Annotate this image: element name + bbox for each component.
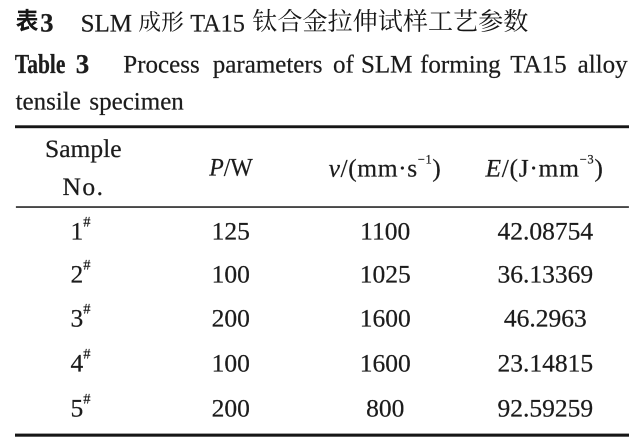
svg-text:100: 100 [212,349,250,378]
svg-text:200: 200 [212,304,250,333]
svg-text:Sample: Sample [45,134,122,163]
svg-text:TA15: TA15 [510,51,566,78]
svg-text:1025: 1025 [360,260,411,289]
svg-text:parameters: parameters [213,51,323,78]
svg-text:No.: No. [62,172,104,201]
svg-text:TA15: TA15 [190,10,245,37]
svg-text:tensile: tensile [16,88,81,115]
svg-text:specimen: specimen [89,88,184,115]
svg-text:SLM: SLM [361,51,412,78]
svg-text:23.14815: 23.14815 [497,349,593,378]
svg-text:46.2963: 46.2963 [504,304,587,333]
svg-text:1600: 1600 [360,304,411,333]
svg-text:Process: Process [123,51,199,78]
svg-text:92.59259: 92.59259 [497,394,593,423]
svg-text:1100: 1100 [360,217,410,246]
svg-text:3: 3 [76,49,90,79]
svg-text:1600: 1600 [360,349,411,378]
svg-text:800: 800 [366,394,404,423]
svg-text:P/W: P/W [208,153,253,182]
svg-text:forming: forming [420,51,501,78]
svg-text:100: 100 [212,260,250,289]
svg-text:200: 200 [212,394,250,423]
svg-text:42.08754: 42.08754 [497,217,593,246]
svg-text:SLM: SLM [81,10,132,37]
svg-text:36.13369: 36.13369 [497,260,593,289]
svg-text:125: 125 [212,217,250,246]
svg-text:3: 3 [40,8,53,38]
svg-text:Table: Table [15,49,66,79]
svg-text:of: of [333,51,355,78]
svg-text:alloy: alloy [578,51,628,78]
